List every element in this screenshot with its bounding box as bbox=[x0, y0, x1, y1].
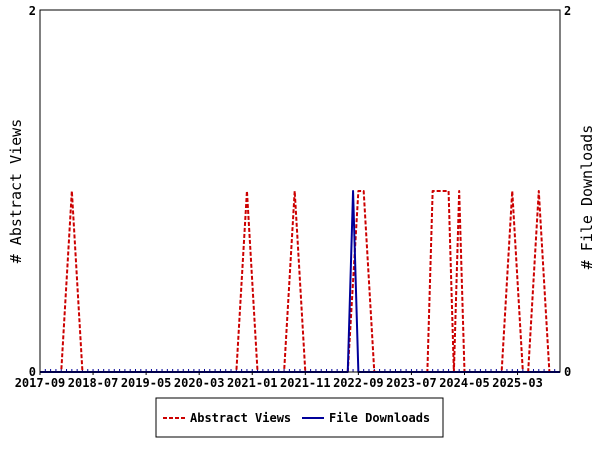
x-tick-label: 2025-03 bbox=[492, 376, 543, 390]
y-right-tick-min: 0 bbox=[564, 365, 571, 379]
y-right-axis-title: # File Downloads bbox=[578, 125, 596, 270]
x-tick-label: 2019-05 bbox=[121, 376, 172, 390]
y-left-axis-title: # Abstract Views bbox=[7, 119, 25, 264]
x-tick-label: 2021-01 bbox=[227, 376, 278, 390]
x-tick-label: 2017-09 bbox=[15, 376, 66, 390]
x-tick-label: 2021-11 bbox=[280, 376, 331, 390]
x-tick-label: 2024-05 bbox=[439, 376, 490, 390]
y-right-tick-max: 2 bbox=[564, 4, 571, 18]
y-left-tick-max: 2 bbox=[29, 4, 36, 18]
legend: Abstract Views File Downloads bbox=[155, 397, 444, 438]
x-tick-label: 2020-03 bbox=[174, 376, 225, 390]
series-line-abstract-views bbox=[40, 190, 560, 373]
x-tick-label: 2018-07 bbox=[68, 376, 119, 390]
legend-label-abstract-views: Abstract Views bbox=[190, 411, 291, 425]
y-left-tick-min: 0 bbox=[29, 365, 36, 379]
x-tick-label: 2023-07 bbox=[386, 376, 437, 390]
x-tick-label: 2022-09 bbox=[333, 376, 384, 390]
plot-area-frame bbox=[39, 9, 561, 373]
legend-box bbox=[155, 397, 444, 438]
x-axis-tick-labels: 2017-09 2018-07 2019-05 2020-03 2021-01 2021-… bbox=[15, 372, 543, 390]
legend-label-file-downloads: File Downloads bbox=[329, 411, 430, 425]
